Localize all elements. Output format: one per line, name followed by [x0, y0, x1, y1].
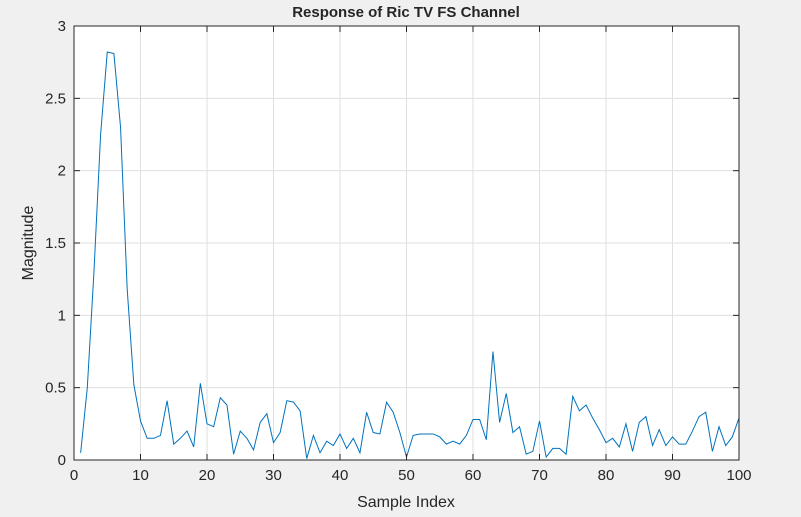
ticks — [73, 25, 740, 461]
y-tick-label: 2 — [58, 163, 66, 180]
y-tick-label: 1 — [58, 307, 66, 324]
y-tick-labels: 0 0.5 1 1.5 2 2.5 3 — [45, 18, 66, 469]
x-tick-label: 90 — [664, 467, 681, 484]
y-tick-label: 0.5 — [45, 380, 66, 397]
x-tick-labels: 0 10 20 30 40 50 60 70 80 90 100 — [70, 467, 752, 484]
x-tick-label: 10 — [132, 467, 149, 484]
y-axis-label: Magnitude — [20, 206, 37, 281]
x-axis-label: Sample Index — [357, 494, 455, 511]
series-line — [80, 51, 740, 459]
x-tick-label: 100 — [726, 467, 751, 484]
x-tick-label: 20 — [199, 467, 216, 484]
x-tick-label: 80 — [598, 467, 615, 484]
y-tick-label: 0 — [58, 452, 66, 469]
x-tick-label: 30 — [265, 467, 282, 484]
x-tick-label: 40 — [332, 467, 349, 484]
y-tick-label: 2.5 — [45, 90, 66, 107]
chart-title: Response of Ric TV FS Channel — [292, 4, 520, 21]
x-tick-label: 70 — [531, 467, 548, 484]
x-tick-label: 0 — [70, 467, 78, 484]
x-tick-label: 60 — [465, 467, 482, 484]
x-tick-label: 50 — [398, 467, 415, 484]
y-tick-label: 3 — [58, 18, 66, 35]
y-tick-label: 1.5 — [45, 235, 66, 252]
